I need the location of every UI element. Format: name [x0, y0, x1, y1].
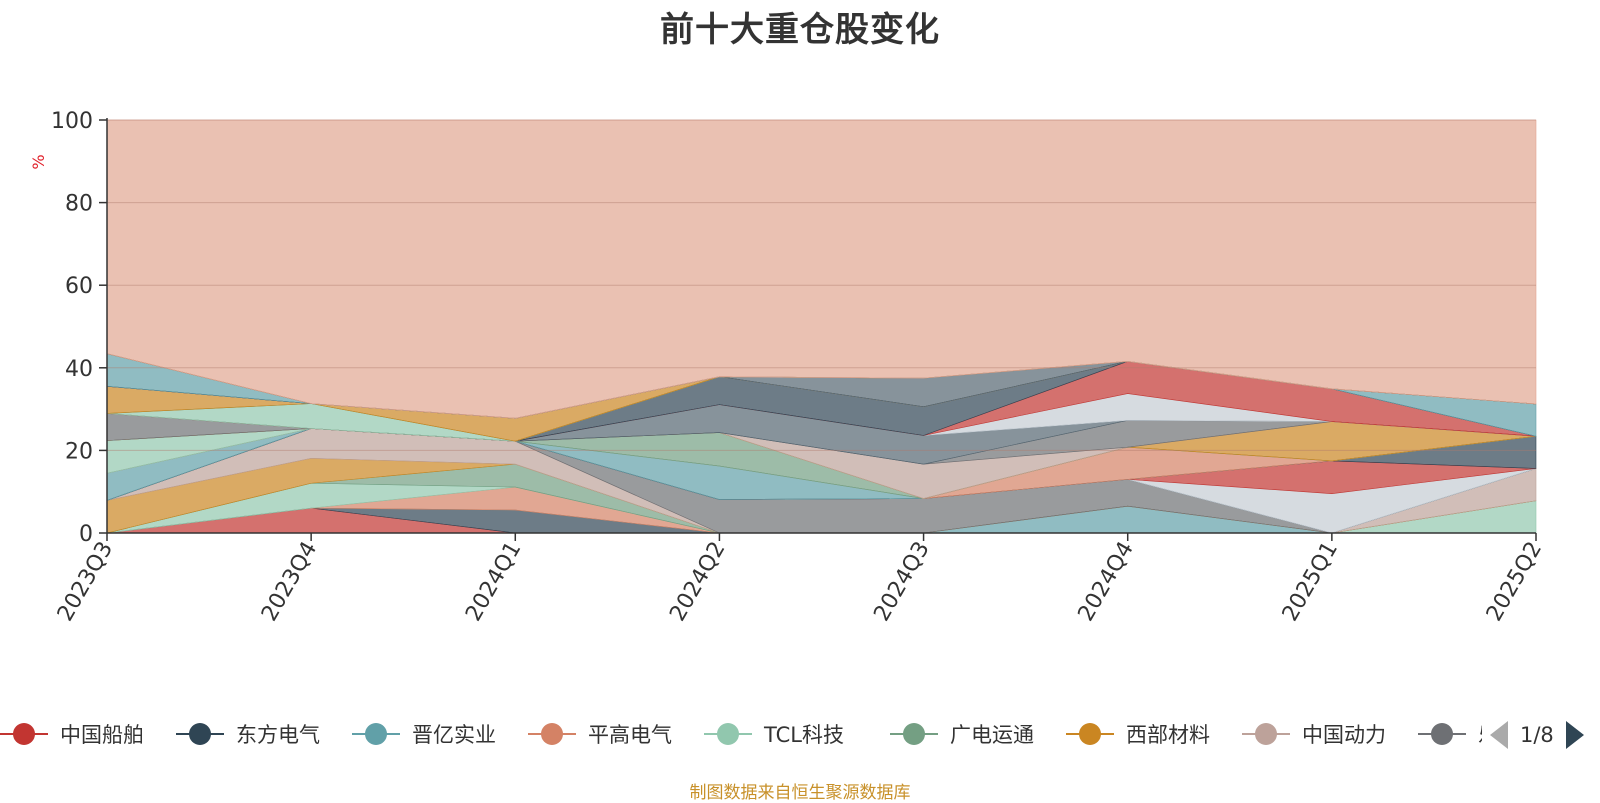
legend-marker-icon: [890, 722, 938, 746]
legend-label: 中国动力: [1302, 723, 1386, 747]
x-tick-label: 2024Q3: [869, 538, 934, 626]
legend-marker-icon: [528, 722, 576, 746]
y-tick-label: 80: [65, 192, 93, 217]
legend-label: 广电运通: [950, 723, 1034, 747]
area-series: [106, 119, 1537, 419]
legend-marker-icon: [1242, 722, 1290, 746]
legend-label: 西部材料: [1126, 723, 1210, 747]
legend-label: 平高电气: [588, 723, 672, 747]
legend-item[interactable]: 中国船舶: [0, 716, 144, 752]
legend-item[interactable]: 东方电气: [176, 716, 320, 752]
legend-marker-icon: [1418, 722, 1466, 746]
legend-dot-icon: [1431, 723, 1453, 745]
legend-item[interactable]: 平高电气: [528, 716, 672, 752]
legend-marker-icon: [176, 722, 224, 746]
y-tick-label: 0: [79, 522, 93, 547]
legend-item[interactable]: 中国动力: [1242, 716, 1386, 752]
legend-label: TCL科技: [764, 723, 844, 747]
y-tick-label: 40: [65, 357, 93, 382]
x-tick-label: 2023Q4: [257, 538, 322, 626]
legend-item[interactable]: 西部材料: [1066, 716, 1210, 752]
legend-dot-icon: [541, 723, 563, 745]
y-axis-label: %: [29, 154, 48, 169]
legend-next-arrow-icon[interactable]: [1565, 721, 1584, 749]
legend-marker-icon: [1066, 722, 1114, 746]
legend-item[interactable]: 乐凯胶片: [1418, 716, 1482, 752]
legend-page-indicator: 1/8: [1520, 723, 1554, 747]
chart-title: 前十大重仓股变化: [660, 10, 940, 50]
legend-marker-icon: [704, 722, 752, 746]
x-tick-label: 2024Q1: [461, 538, 526, 626]
legend: 中国船舶 东方电气 晋亿实业 平高电气 TCL科技 广电运通 西部材料 中国动力 乐凯胶片: [0, 716, 1482, 752]
legend-label: 乐凯胶片: [1478, 719, 1482, 749]
legend-label: 东方电气: [236, 723, 320, 747]
x-tick-label: 2024Q4: [1074, 538, 1139, 626]
x-tick-label: 2023Q3: [53, 538, 118, 626]
legend-label: 中国船舶: [60, 723, 144, 747]
legend-dot-icon: [1079, 723, 1101, 745]
stacked-area-chart: 0 20 40 60 80 100% 2023Q3 2023Q4 2024Q1 2024Q2 202…: [29, 109, 1547, 626]
data-source-note: 制图数据来自恒生聚源数据库: [689, 783, 911, 803]
y-tick-label: 20: [65, 439, 93, 464]
legend-dot-icon: [365, 723, 387, 745]
legend-item[interactable]: 晋亿实业: [352, 716, 496, 752]
x-tick-label: 2025Q2: [1482, 538, 1547, 626]
legend-marker-icon: [0, 722, 48, 746]
legend-dot-icon: [189, 723, 211, 745]
legend-label: 晋亿实业: [412, 723, 496, 747]
y-tick-label: 60: [65, 274, 93, 299]
x-tick-label: 2024Q2: [665, 538, 730, 626]
legend-marker-icon: [352, 722, 400, 746]
x-tick-label: 2025Q1: [1278, 538, 1343, 626]
legend-item[interactable]: TCL科技: [704, 716, 844, 752]
legend-dot-icon: [13, 723, 35, 745]
legend-dot-icon: [903, 723, 925, 745]
y-tick-label: 100: [51, 109, 93, 134]
legend-prev-arrow-icon[interactable]: [1490, 721, 1508, 749]
legend-pager: 1/8: [1490, 718, 1584, 752]
legend-item[interactable]: 广电运通: [890, 716, 1034, 752]
legend-dot-icon: [717, 723, 739, 745]
legend-dot-icon: [1255, 723, 1277, 745]
